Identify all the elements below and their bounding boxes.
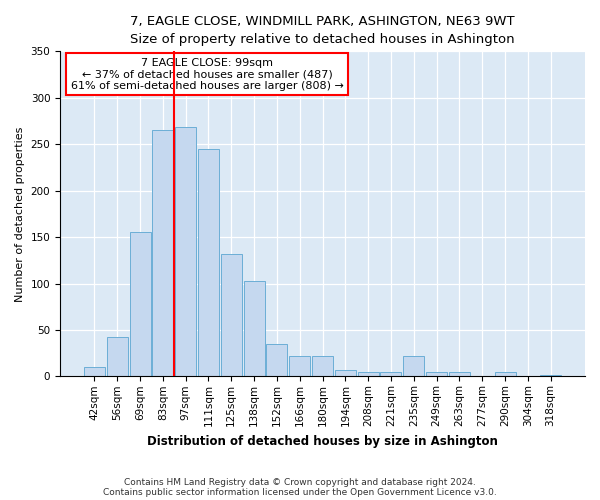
Bar (494, 372, 515, 376)
Bar (289, 356, 310, 376)
Title: 7, EAGLE CLOSE, WINDMILL PARK, ASHINGTON, NE63 9WT
Size of property relative to : 7, EAGLE CLOSE, WINDMILL PARK, ASHINGTON… (130, 15, 515, 46)
Bar (540, 374, 561, 376)
Text: 7 EAGLE CLOSE: 99sqm
← 37% of detached houses are smaller (487)
61% of semi-deta: 7 EAGLE CLOSE: 99sqm ← 37% of detached h… (71, 58, 343, 91)
Bar (84, 367, 105, 376)
Bar (335, 370, 356, 376)
Bar (244, 280, 265, 376)
Bar (198, 149, 219, 376)
Bar (221, 254, 242, 376)
Bar (152, 130, 173, 376)
Bar (312, 356, 333, 376)
Bar (175, 128, 196, 376)
Bar (449, 372, 470, 376)
Bar (130, 232, 151, 376)
Bar (426, 372, 447, 376)
Bar (107, 338, 128, 376)
Y-axis label: Number of detached properties: Number of detached properties (15, 126, 25, 302)
Bar (358, 372, 379, 376)
X-axis label: Distribution of detached houses by size in Ashington: Distribution of detached houses by size … (147, 434, 498, 448)
Text: Contains HM Land Registry data © Crown copyright and database right 2024.
Contai: Contains HM Land Registry data © Crown c… (103, 478, 497, 497)
Bar (380, 372, 401, 376)
Bar (403, 356, 424, 376)
Bar (266, 344, 287, 376)
